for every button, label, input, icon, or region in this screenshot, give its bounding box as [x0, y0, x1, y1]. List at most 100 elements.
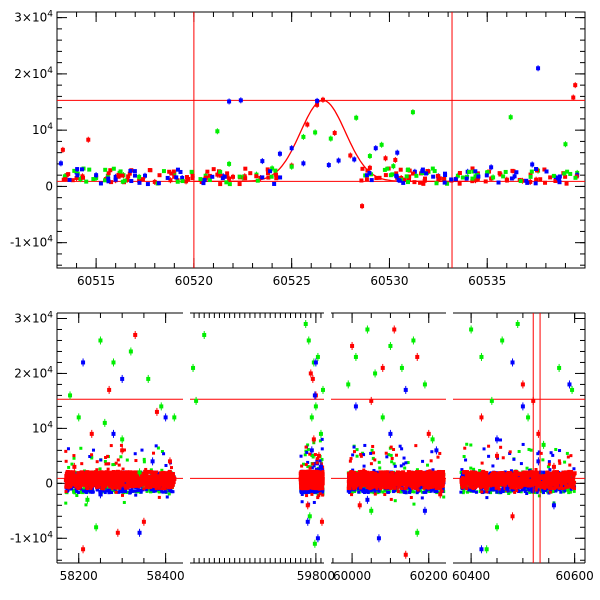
data-point	[517, 489, 521, 493]
data-point	[136, 487, 140, 491]
data-point	[94, 173, 99, 178]
data-point	[398, 167, 403, 172]
data-point	[155, 484, 159, 488]
data-point	[369, 451, 373, 455]
data-point	[539, 479, 543, 483]
data-point	[238, 98, 243, 103]
x-tick-label: 60520	[175, 274, 213, 288]
data-point	[359, 454, 363, 458]
data-point	[157, 495, 161, 499]
data-point	[224, 180, 229, 185]
data-point	[58, 161, 63, 166]
data-point	[180, 179, 185, 184]
data-point	[311, 455, 315, 459]
data-point	[394, 453, 398, 457]
data-point	[300, 464, 304, 468]
x-tick-label: 60530	[370, 274, 408, 288]
data-point	[142, 457, 146, 461]
data-point	[464, 176, 469, 181]
data-point	[103, 491, 107, 495]
data-point	[434, 181, 439, 186]
data-point	[465, 442, 469, 446]
data-point	[363, 443, 367, 447]
data-point	[312, 464, 316, 468]
data-point	[351, 453, 355, 457]
data-point	[501, 489, 505, 493]
data-point	[370, 448, 374, 452]
data-point	[389, 445, 393, 449]
data-point	[528, 172, 533, 177]
data-point	[157, 486, 161, 490]
data-point	[320, 447, 324, 451]
data-point	[227, 161, 232, 166]
data-point	[402, 462, 406, 466]
data-point	[107, 491, 111, 495]
data-point	[472, 489, 476, 493]
data-point	[530, 487, 534, 491]
data-point	[104, 455, 108, 459]
data-point	[111, 166, 116, 171]
data-point	[82, 489, 86, 493]
data-point	[352, 445, 356, 449]
data-point	[379, 142, 384, 147]
data-point	[442, 176, 447, 181]
data-point	[161, 485, 165, 489]
data-point	[127, 171, 132, 176]
data-point	[460, 175, 465, 180]
data-point	[164, 463, 168, 467]
data-point	[67, 177, 72, 182]
data-point	[359, 178, 364, 183]
data-point	[131, 485, 135, 489]
data-point	[95, 468, 99, 472]
data-point	[202, 178, 207, 183]
data-point	[369, 489, 373, 493]
data-point	[67, 486, 71, 490]
data-point	[151, 484, 155, 488]
data-point	[352, 450, 356, 454]
data-point	[470, 176, 475, 181]
data-point	[402, 477, 406, 481]
data-point	[567, 491, 571, 495]
data-point	[248, 171, 253, 176]
x-tick-label: 60535	[468, 274, 506, 288]
data-point	[386, 490, 390, 494]
data-point	[425, 488, 429, 492]
data-point	[174, 175, 179, 180]
data-point	[557, 180, 562, 185]
data-point	[424, 171, 429, 176]
data-point	[190, 176, 195, 181]
data-point	[528, 174, 533, 179]
data-point	[268, 169, 273, 174]
data-point	[432, 488, 436, 492]
data-point	[321, 493, 325, 497]
y-tick-label-exponent: 4	[47, 420, 53, 430]
data-point	[312, 500, 316, 504]
y-tick-label: 104	[32, 420, 53, 435]
data-point	[227, 176, 232, 181]
data-point	[373, 458, 377, 462]
data-point	[167, 169, 172, 174]
data-point	[411, 486, 415, 490]
data-point	[72, 168, 77, 173]
y-tick-label-exponent: 4	[47, 10, 53, 20]
data-point	[103, 485, 107, 489]
data-point	[546, 465, 550, 469]
data-point	[274, 172, 279, 177]
data-point	[166, 486, 170, 490]
data-point	[483, 490, 487, 494]
data-point	[520, 488, 524, 492]
data-point	[542, 472, 546, 476]
y-tick-label-exponent: 4	[47, 530, 53, 540]
data-point	[156, 446, 160, 450]
data-point	[103, 459, 107, 463]
data-point	[389, 453, 393, 457]
data-point	[539, 451, 543, 455]
data-point	[336, 158, 341, 163]
data-point	[508, 451, 512, 455]
data-point	[524, 178, 529, 183]
y-tick-label-base: -1×10	[10, 531, 47, 545]
data-point	[140, 177, 145, 182]
data-point	[67, 465, 71, 469]
data-point	[541, 458, 545, 462]
data-point	[320, 490, 324, 494]
